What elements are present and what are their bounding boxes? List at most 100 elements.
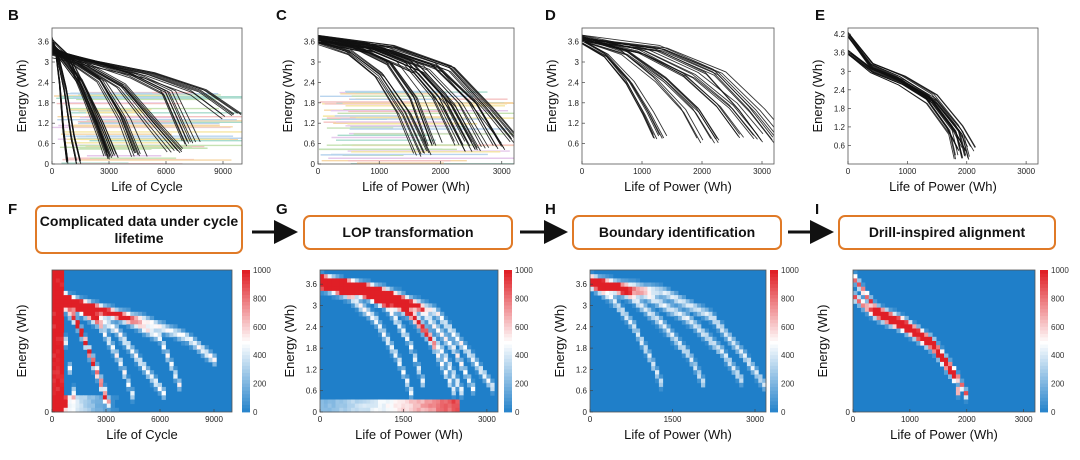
heatmap-cell: [693, 324, 698, 329]
heatmap-cell: [196, 345, 202, 350]
colorbar-segment: [242, 284, 250, 289]
heatmap-cell: [106, 395, 112, 400]
heatmap-cell: [432, 399, 437, 405]
heatmap-cell: [52, 278, 57, 283]
heatmap-cell: [52, 295, 57, 300]
heatmap-cell: [134, 349, 139, 354]
heatmap-cell: [635, 282, 641, 288]
heatmap-cell: [455, 386, 460, 392]
heatmap-cell: [130, 395, 135, 400]
heatmap-cell: [743, 349, 748, 354]
colorbar-segment: [770, 362, 778, 367]
colorbar-segment: [1040, 365, 1048, 370]
heatmap-cell: [374, 403, 379, 409]
heatmap-cell: [490, 391, 495, 396]
x-tick-label: 3000: [1015, 415, 1033, 424]
heatmap-cell: [635, 332, 641, 338]
heatmap-cell: [55, 320, 61, 325]
y-axis-label: Energy (Wh): [544, 60, 559, 133]
heatmap-cell: [378, 407, 383, 413]
heatmap-cell: [153, 374, 158, 379]
colorbar-segment: [242, 376, 250, 381]
heatmap-cell: [409, 386, 414, 392]
data-series-line: [52, 52, 242, 115]
colorbar-segment: [242, 316, 250, 321]
colorbar-segment: [504, 294, 512, 299]
heatmap-cell: [658, 320, 664, 325]
heatmap-cell: [685, 299, 690, 304]
colorbar-segment: [242, 344, 250, 349]
heatmap-cell: [628, 286, 633, 292]
heatmap-cell: [381, 403, 387, 409]
heatmap-cell: [393, 315, 398, 321]
heatmap-cell: [99, 382, 104, 388]
heatmap-cell: [409, 395, 414, 400]
colorbar-segment: [1040, 298, 1048, 303]
heatmap-cell: [343, 290, 348, 296]
heatmap-cell: [662, 332, 667, 338]
heatmap-cell: [955, 391, 961, 396]
heatmap-cell: [204, 357, 209, 363]
x-tick-label: 0: [50, 167, 55, 176]
heatmap-cell: [951, 378, 957, 384]
heatmap-cell: [876, 311, 882, 317]
heatmap-cell: [142, 311, 147, 317]
heatmap-cell: [149, 382, 155, 388]
x-axis-label: Life of Power (Wh): [889, 179, 997, 194]
heatmap-cell: [597, 278, 602, 283]
heatmap-cell: [381, 282, 387, 288]
heatmap-cell: [470, 378, 476, 384]
heatmap-cell: [71, 395, 76, 400]
heatmap-cell: [735, 345, 740, 350]
heatmap-cell: [366, 399, 371, 405]
colorbar-segment: [770, 294, 778, 299]
heatmap-cell: [697, 332, 702, 338]
heatmap-cell: [122, 336, 127, 342]
heatmap-cell: [320, 274, 325, 279]
heatmap-cell: [647, 315, 652, 321]
heatmap-cell: [853, 274, 858, 279]
heatmap-cell: [71, 303, 76, 308]
heatmap-cell: [735, 366, 740, 371]
colorbar-tick-label: 0: [515, 408, 520, 417]
heatmap-cell: [99, 307, 104, 313]
colorbar-segment: [770, 298, 778, 303]
heatmap-cell: [145, 315, 151, 321]
heatmap-cell: [385, 286, 391, 292]
colorbar-segment: [504, 376, 512, 381]
heatmap-cell: [153, 332, 158, 338]
y-tick-label: 2.4: [306, 323, 318, 332]
heatmap-cell: [397, 353, 402, 359]
heatmap-cell: [412, 349, 418, 354]
heatmap-cell: [443, 324, 449, 329]
heatmap-cell: [868, 307, 874, 313]
heatmap-cell: [888, 320, 893, 325]
heatmap-cell: [59, 328, 65, 334]
heatmap-cell: [436, 324, 441, 329]
heatmap-cell: [385, 332, 391, 338]
colorbar-segment: [504, 344, 512, 349]
heatmap-cell: [52, 370, 57, 375]
colorbar-segment: [770, 333, 778, 338]
x-tick-label: 6000: [151, 415, 169, 424]
heatmap-cell: [122, 341, 127, 346]
heatmap-cell: [655, 286, 660, 292]
heatmap-cell: [490, 386, 495, 392]
heatmap-cell: [944, 361, 949, 367]
heatmap-cell: [185, 332, 190, 338]
heatmap-cell: [63, 311, 68, 317]
heatmap-cell: [370, 315, 375, 321]
heatmap-cell: [727, 341, 732, 346]
heatmap-cell: [114, 357, 119, 363]
heatmap-cell: [165, 357, 170, 363]
colorbar-segment: [770, 301, 778, 306]
heatmap-cell: [126, 320, 131, 325]
colorbar-segment: [770, 408, 778, 413]
plot-area: [52, 36, 242, 164]
heatmap-cell: [632, 295, 637, 300]
y-axis-label: Energy (Wh): [815, 305, 830, 378]
heatmap-cell: [436, 399, 441, 405]
heatmap-cell: [944, 357, 949, 363]
heatmap-cell: [447, 320, 452, 325]
